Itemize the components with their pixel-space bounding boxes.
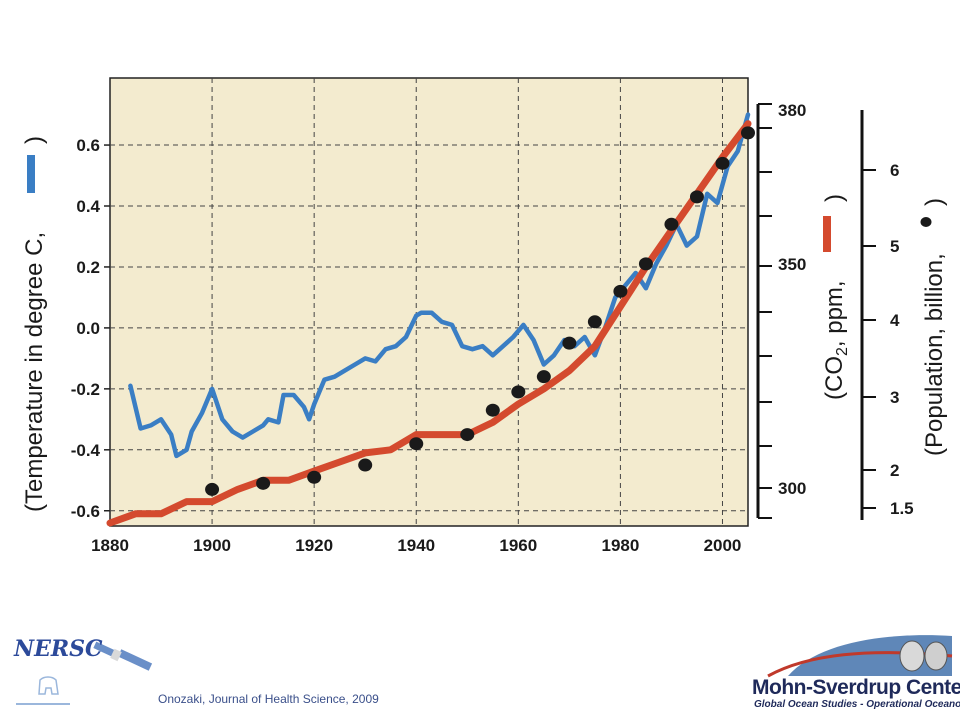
citation: Onozaki, Journal of Health Science, 2009 bbox=[158, 692, 379, 706]
population-point bbox=[613, 284, 628, 298]
axis-labels: (Temperature in degree C,) (CO2, ppm,) (Po… bbox=[21, 136, 948, 512]
co2-tick-label: 350 bbox=[778, 255, 806, 274]
mohn-sverdrup-logo-name: Mohn-Sverdrup Center bbox=[752, 676, 960, 699]
population-point bbox=[485, 403, 500, 417]
population-point bbox=[638, 257, 653, 271]
y-tick-label: 0.0 bbox=[76, 319, 100, 338]
population-tick-label: 4 bbox=[890, 311, 900, 330]
co2-tick-label: 300 bbox=[778, 479, 806, 498]
x-tick-label: 1920 bbox=[295, 536, 333, 555]
population-tick-label: 3 bbox=[890, 388, 899, 407]
population-point bbox=[664, 217, 679, 231]
co2-tick-label: 380 bbox=[778, 101, 806, 120]
population-point bbox=[256, 476, 271, 490]
population-tick-label: 5 bbox=[890, 237, 899, 256]
axes: 1880 1900 1920 1940 1960 1980 2000 0.6 0.4 0.2 0.0… bbox=[71, 101, 914, 555]
y-tick-label: 0.2 bbox=[76, 258, 100, 277]
x-tick-label: 1940 bbox=[397, 536, 435, 555]
population-point bbox=[358, 458, 373, 472]
nersc-logo bbox=[16, 641, 153, 705]
population-point bbox=[409, 437, 424, 451]
population-point bbox=[307, 470, 322, 484]
population-point bbox=[205, 482, 220, 496]
polar-bear-icon bbox=[16, 676, 70, 705]
population-point bbox=[460, 428, 475, 442]
mohn-sverdrup-logo-subtitle: Global Ocean Studies - Operational Ocean… bbox=[754, 699, 960, 710]
co2-axis-label-close: ) bbox=[821, 194, 848, 202]
population-tick-label: 6 bbox=[890, 161, 899, 180]
y-tick-label: 0.6 bbox=[76, 136, 100, 155]
nersc-logo-text: NERSC bbox=[14, 636, 103, 662]
population-legend-dot bbox=[920, 217, 932, 227]
x-tick-label: 1900 bbox=[193, 536, 231, 555]
population-axis-label: (Population, billion, bbox=[921, 253, 948, 456]
population-point bbox=[587, 315, 602, 329]
y-axis-label: (Temperature in degree C, bbox=[21, 232, 48, 512]
satellite-icon bbox=[93, 641, 153, 671]
y-tick-label: -0.6 bbox=[71, 502, 100, 521]
population-tick-label: 1.5 bbox=[890, 499, 914, 518]
population-point bbox=[562, 336, 577, 350]
plot-area bbox=[109, 77, 749, 527]
population-point bbox=[741, 126, 755, 140]
x-tick-label: 2000 bbox=[704, 536, 742, 555]
mohn-sverdrup-logo bbox=[767, 635, 953, 678]
y-tick-label: -0.2 bbox=[71, 380, 100, 399]
y-tick-label: -0.4 bbox=[71, 441, 101, 460]
co2-series-line bbox=[106, 120, 752, 527]
population-point bbox=[715, 156, 730, 170]
y-axis-label-close: ) bbox=[21, 136, 48, 144]
population-point bbox=[689, 190, 704, 204]
portraits-icon bbox=[899, 640, 948, 672]
x-tick-label: 1960 bbox=[499, 536, 537, 555]
population-point bbox=[536, 370, 551, 384]
population-tick-label: 2 bbox=[890, 461, 899, 480]
x-tick-label: 1980 bbox=[601, 536, 639, 555]
temperature-legend-swatch bbox=[27, 155, 35, 193]
population-axis-label-close: ) bbox=[921, 198, 948, 206]
x-tick-label: 1880 bbox=[91, 536, 129, 555]
co2-axis-label: (CO2, ppm, bbox=[821, 280, 851, 400]
population-point bbox=[511, 385, 526, 399]
series-layer bbox=[106, 112, 755, 527]
y-tick-label: 0.4 bbox=[76, 197, 100, 216]
co2-legend-swatch bbox=[823, 216, 831, 252]
